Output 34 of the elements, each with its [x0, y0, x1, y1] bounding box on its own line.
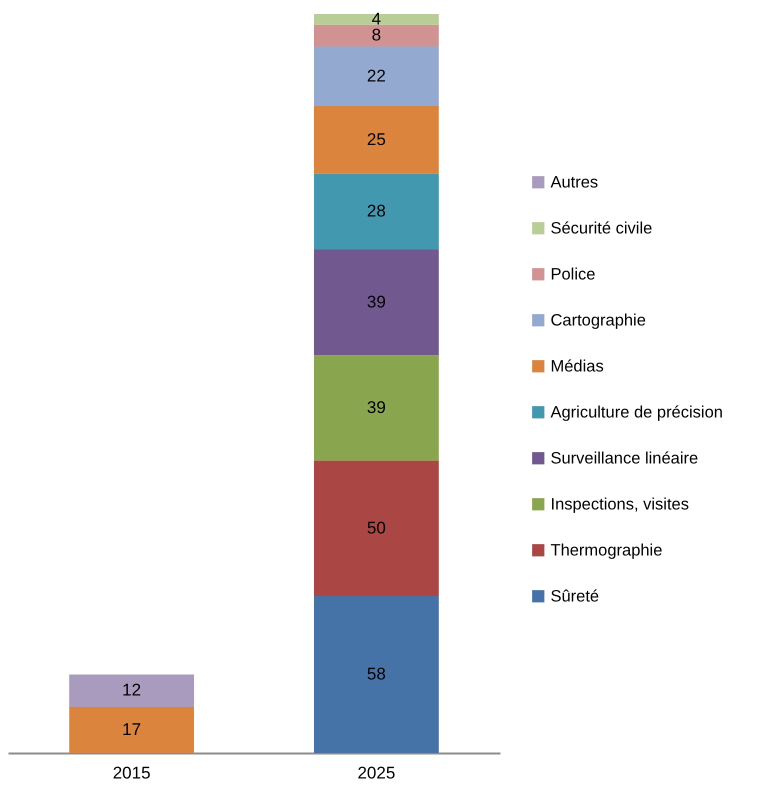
bar [314, 355, 439, 461]
legend-label: Inspections, visites [550, 495, 689, 514]
legend-label: Surveillance linéaire [550, 449, 698, 468]
data-label: 25 [366, 130, 386, 149]
data-label: 50 [366, 518, 386, 538]
bar [314, 460, 439, 596]
legend-label: Médias [550, 357, 604, 376]
legend-label: Cartographie [550, 311, 646, 330]
data-label: 12 [122, 680, 142, 700]
legend-label: Autres [550, 173, 598, 192]
bar [69, 674, 194, 707]
data-label: 17 [122, 720, 142, 739]
legend-label: Thermographie [550, 541, 662, 560]
data-label: 22 [366, 66, 386, 86]
data-label: 28 [366, 202, 386, 221]
bar [314, 250, 439, 356]
legend-label: Sécurité civile [550, 219, 652, 238]
bar [314, 174, 439, 250]
data-label: 58 [366, 664, 386, 684]
x-tick-label: 2025 [357, 764, 396, 782]
bar [69, 706, 194, 753]
bar [314, 596, 439, 753]
x-tick-label: 2015 [112, 764, 151, 782]
data-label: 39 [366, 398, 386, 417]
data-label: 4 [372, 9, 382, 28]
bar [314, 24, 439, 46]
legend-label: Agriculture de précision [550, 403, 723, 422]
data-label: 39 [366, 292, 386, 312]
legend-label: Sûreté [550, 587, 600, 606]
data-label: 8 [372, 26, 382, 45]
legend-label: Police [550, 265, 596, 284]
bar [314, 14, 439, 25]
bar [314, 106, 439, 174]
bar [314, 46, 439, 106]
